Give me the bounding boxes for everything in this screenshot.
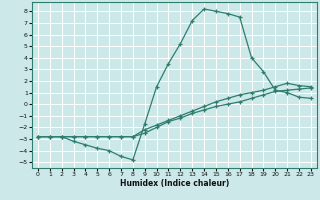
- X-axis label: Humidex (Indice chaleur): Humidex (Indice chaleur): [120, 179, 229, 188]
